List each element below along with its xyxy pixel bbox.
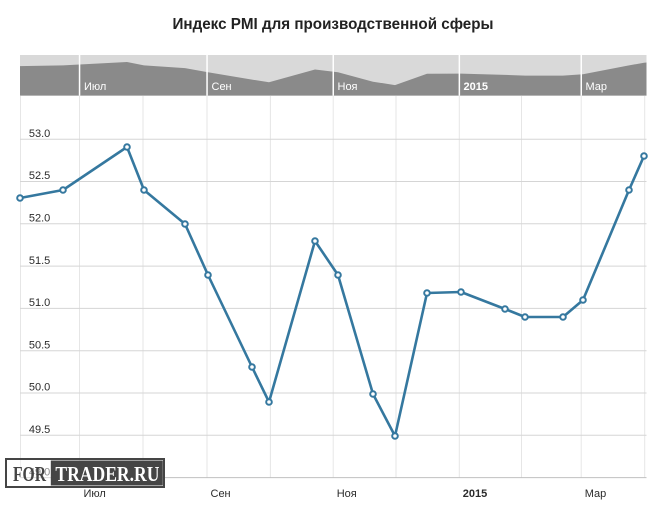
svg-text:53.0: 53.0 <box>29 128 50 140</box>
svg-text:51.0: 51.0 <box>29 297 50 309</box>
svg-text:Июл: Июл <box>84 81 106 93</box>
svg-text:52.5: 52.5 <box>29 170 50 182</box>
svg-text:50.0: 50.0 <box>29 382 50 394</box>
svg-text:Мар: Мар <box>585 488 607 500</box>
svg-text:50.5: 50.5 <box>29 339 50 351</box>
svg-text:TRADER.RU: TRADER.RU <box>55 462 159 486</box>
svg-text:49.5: 49.5 <box>29 424 50 436</box>
svg-text:Сен: Сен <box>212 81 232 93</box>
svg-text:52.0: 52.0 <box>29 213 50 225</box>
svg-text:Ноя: Ноя <box>338 81 358 93</box>
svg-text:Ноя: Ноя <box>337 488 357 500</box>
svg-text:FOR: FOR <box>13 462 47 486</box>
svg-text:2015: 2015 <box>464 81 488 93</box>
svg-text:Индекс PMI для производственно: Индекс PMI для производственной сферы <box>173 16 494 33</box>
svg-text:Мар: Мар <box>586 81 608 93</box>
svg-text:2015: 2015 <box>463 488 487 500</box>
svg-text:51.5: 51.5 <box>29 255 50 267</box>
svg-text:Июл: Июл <box>84 488 106 500</box>
svg-text:49.0: 49.0 <box>29 466 50 478</box>
svg-text:Сен: Сен <box>211 488 231 500</box>
